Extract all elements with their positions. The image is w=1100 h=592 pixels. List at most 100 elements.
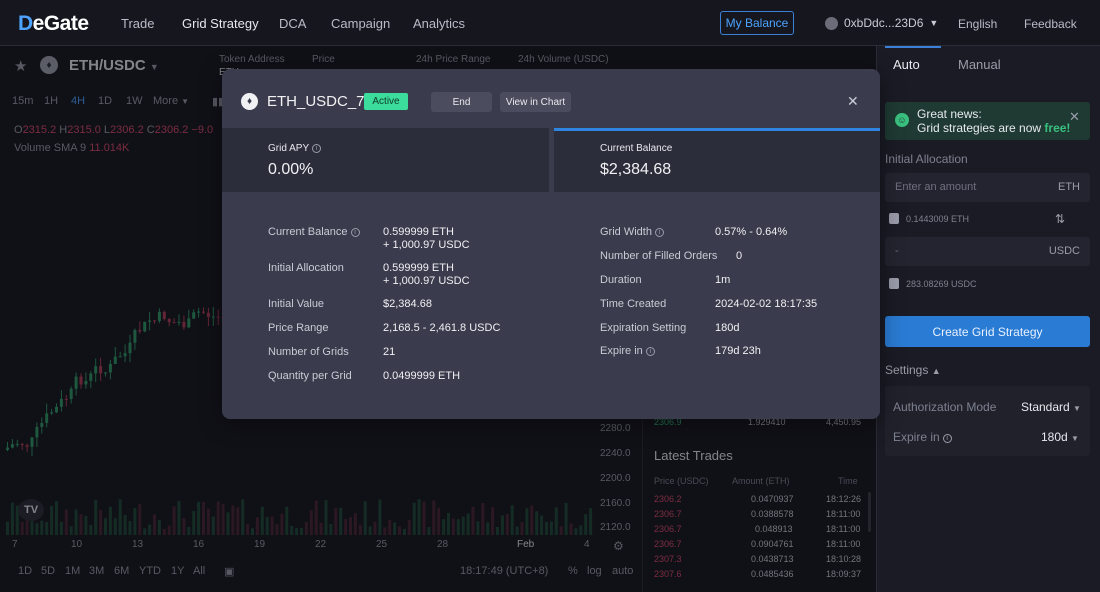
timeframe-4h[interactable]: 4H [71,95,86,107]
scale-percent[interactable]: % [568,565,578,577]
tab-auto[interactable]: Auto [893,57,920,72]
authorization-mode-select[interactable]: Standard ▼ [1021,400,1081,414]
candle-body [187,318,191,328]
trade-time: 18:11:00 [826,539,861,549]
trades-scrollbar[interactable] [868,492,871,532]
scale-auto[interactable]: auto [612,565,634,577]
volume-bar [64,509,68,535]
volume-bar [525,508,529,535]
volume-bar [202,502,205,535]
feedback-link[interactable]: Feedback [1024,17,1077,31]
degate-logo[interactable]: DeGate [18,12,89,35]
range-all[interactable]: All [193,565,206,577]
volume-bar [260,506,264,535]
candle-body [197,311,201,313]
grid-apy-label: Grid APY i [268,143,322,154]
candle-body [55,406,58,413]
nav-dca[interactable]: DCA [279,16,307,31]
date-range-icon[interactable]: ▣ [224,566,235,578]
field-label-text: Current Balance [268,226,348,238]
eth-amount-input[interactable]: Enter an amount ETH [885,173,1090,202]
nav-campaign[interactable]: Campaign [331,16,391,31]
candle-body [206,312,210,317]
pair-label: ETH/USDC [69,57,146,74]
volume-bar [123,514,127,535]
price-tick: 2120.0 [600,522,631,533]
range-5d[interactable]: 5D [41,565,56,577]
latest-trades-title: Latest Trades [654,448,733,463]
volume-bar [270,516,274,535]
volume-bar [50,505,54,535]
field-current-balance-value: 0.599999 ETH + 1,000.97 USDC [383,226,470,252]
volume-bar [138,504,142,535]
candle-body [148,320,152,322]
nav-trade[interactable]: Trade [121,16,155,31]
usdc-amount-input[interactable]: - USDC [885,237,1090,266]
range-6m[interactable]: 6M [114,565,130,577]
view-in-chart-button[interactable]: View in Chart [500,92,571,112]
close-icon[interactable]: ✕ [1069,109,1080,124]
candle-body [10,444,14,448]
account-menu[interactable]: 0xbDdc...23D6 ▼ [825,16,938,30]
volume-bar [437,507,441,535]
trades-header-price: Price (USDC) [654,476,709,486]
candle-body [202,311,205,313]
candle-body [99,366,103,374]
eth-amount-placeholder: Enter an amount [895,181,977,193]
date-tick: Feb [517,539,535,550]
swap-icon[interactable]: ⇅ [1055,212,1066,226]
volume-bar [584,514,588,535]
end-strategy-button[interactable]: End [431,92,492,112]
language-select[interactable]: English [958,17,998,31]
nav-grid-strategy[interactable]: Grid Strategy [182,16,259,31]
volume-bar [177,501,181,535]
scale-log[interactable]: log [587,565,602,577]
volume-bar [84,515,88,535]
chart-settings-icon[interactable]: ⚙ [613,539,624,553]
candle-body [89,373,93,381]
volume-bar [579,525,583,535]
timeframe-1h[interactable]: 1H [44,95,59,107]
timeframe-15m[interactable]: 15m [12,95,34,107]
volume-bar [530,505,534,535]
volume-bar [324,500,328,535]
candle-body [30,437,34,447]
close-icon[interactable]: ✕ [847,93,859,109]
timeframe-more[interactable]: More ▼ [153,95,189,107]
volume-bar [94,499,98,535]
range-1d[interactable]: 1D [18,565,33,577]
range-3m[interactable]: 3M [89,565,105,577]
price-tick: 2200.0 [600,473,631,484]
range-ytd[interactable]: YTD [139,565,161,577]
timeframe-1w[interactable]: 1W [126,95,143,107]
candle-body [59,398,63,407]
date-tick: 19 [254,539,266,550]
volume-bar [589,508,593,535]
nav-analytics[interactable]: Analytics [413,16,466,31]
pair-selector[interactable]: ETH/USDC ▼ [69,57,159,74]
tab-manual[interactable]: Manual [958,57,1001,72]
volume-bar [329,524,333,535]
timeframe-1d[interactable]: 1D [98,95,113,107]
eth-unit: ETH [1058,181,1080,193]
volume-bar [216,501,220,535]
favorite-star-icon[interactable]: ★ [14,58,28,75]
news-highlight: free! [1044,121,1071,135]
my-balance-button[interactable]: My Balance [720,11,794,35]
chart-type-icon[interactable]: ▮▮ [212,96,225,108]
status-badge: Active [364,93,408,110]
create-grid-strategy-button[interactable]: Create Grid Strategy [885,316,1090,347]
range-1y[interactable]: 1Y [171,565,185,577]
range-1m[interactable]: 1M [65,565,81,577]
candle-body [192,312,196,319]
volume-bar [319,522,323,535]
wallet-icon [889,213,899,224]
field-value-line: 0.599999 ETH [383,262,454,274]
settings-toggle[interactable]: Settings ▲ [885,363,941,377]
tradingview-logo[interactable]: TV [18,499,44,521]
expire-in-select[interactable]: 180d ▼ [1041,430,1079,444]
volume-bar [393,522,397,535]
volume-bar [290,525,294,535]
usdc-unit: USDC [1048,245,1080,257]
volume-label: Volume SMA 9 [14,142,87,154]
